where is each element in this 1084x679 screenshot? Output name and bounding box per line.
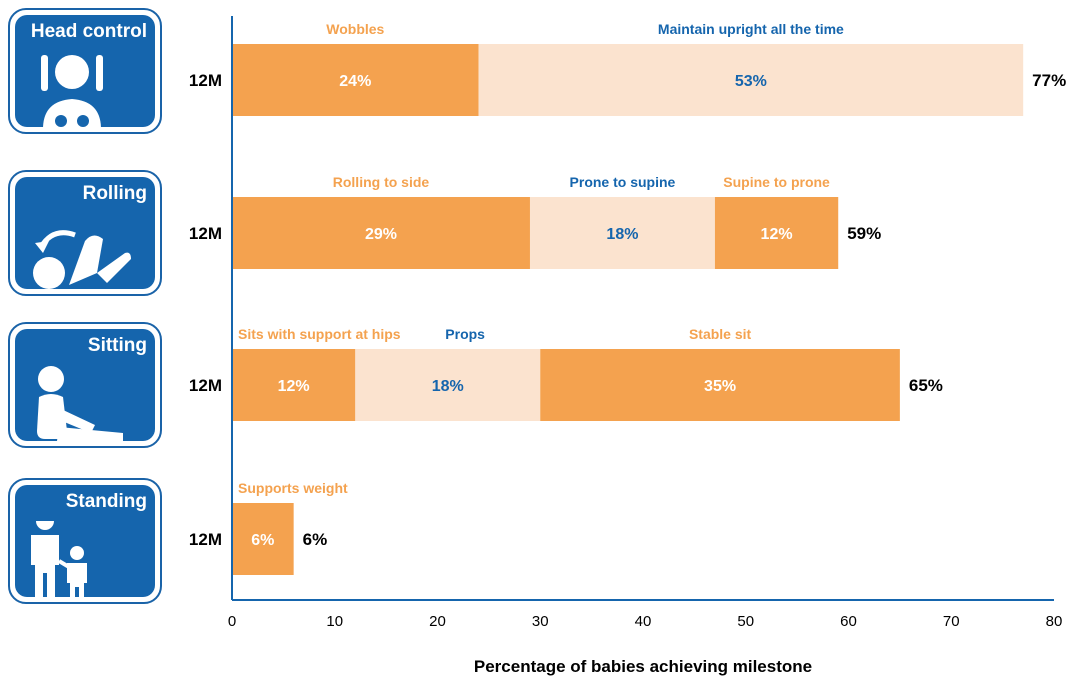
bar-segment: [478, 44, 1024, 116]
sitting-baby-icon: [37, 366, 123, 441]
panel-rolling: Rolling: [8, 170, 162, 296]
x-tick-label: 60: [840, 613, 857, 630]
adult-child-standing-icon: [31, 521, 87, 597]
segment-name-label: Maintain upright all the time: [658, 21, 844, 37]
x-axis-title: Percentage of babies achieving milestone: [474, 657, 812, 676]
x-tick-label: 20: [429, 613, 446, 630]
segment-name-label: Stable sit: [689, 326, 752, 342]
bar-segment: [355, 349, 541, 421]
total-label: 65%: [909, 376, 943, 395]
segment-value-label: 12%: [278, 378, 310, 395]
age-category-label: 12M: [189, 376, 222, 395]
x-tick-label: 30: [532, 613, 549, 630]
segment-name-label: Prone to supine: [570, 174, 676, 190]
age-category-label: 12M: [189, 71, 222, 90]
x-axis-ticks: 0 10 20 30 40 50 60 70 80: [228, 613, 1063, 630]
segment-value-label: 35%: [704, 378, 736, 395]
age-category-label: 12M: [189, 530, 222, 549]
segment-value-label: 29%: [365, 226, 397, 243]
panel-standing: Standing: [8, 478, 162, 604]
bar-segment: [714, 197, 839, 269]
bar-segment: [540, 349, 900, 421]
bars-layer: [232, 44, 1024, 575]
panel-title-head-control: Head control: [30, 21, 147, 42]
segment-value-label: 12%: [761, 226, 793, 243]
x-tick-label: 10: [326, 613, 343, 630]
infant-head-control-icon: [41, 55, 103, 127]
panel-sitting: Sitting: [8, 322, 162, 448]
x-tick-label: 50: [737, 613, 754, 630]
segment-name-label: Supine to prone: [723, 174, 830, 190]
bar-segment: [232, 44, 479, 116]
x-tick-label: 40: [635, 613, 652, 630]
panel-title-sitting: Sitting: [87, 335, 147, 356]
total-label: 77%: [1032, 71, 1066, 90]
segment-value-label: 53%: [735, 73, 767, 90]
total-label: 59%: [847, 224, 881, 243]
x-tick-label: 70: [943, 613, 960, 630]
segment-name-label: Wobbles: [326, 21, 384, 37]
segment-value-label: 6%: [251, 532, 274, 549]
x-tick-label: 80: [1046, 613, 1063, 630]
labels-layer: 24% Wobbles 53% Maintain upright all the ti…: [189, 21, 1066, 549]
bar-segment: [232, 197, 530, 269]
panel-title-standing: Standing: [65, 491, 147, 512]
rolling-baby-icon: [33, 230, 131, 289]
panel-title-rolling: Rolling: [82, 183, 147, 204]
segment-name-label: Sits with support at hips: [238, 326, 401, 342]
total-label: 6%: [303, 530, 328, 549]
segment-name-label: Props: [445, 326, 485, 342]
age-category-label: 12M: [189, 224, 222, 243]
bar-segment: [232, 503, 294, 575]
segment-value-label: 18%: [432, 378, 464, 395]
segment-name-label: Supports weight: [238, 480, 348, 496]
bar-segment: [529, 197, 715, 269]
segment-name-label: Rolling to side: [333, 174, 430, 190]
segment-value-label: 24%: [339, 73, 371, 90]
segment-value-label: 18%: [606, 226, 638, 243]
x-tick-label: 0: [228, 613, 236, 630]
panel-head-control: Head control: [8, 8, 162, 134]
bar-segment: [232, 349, 356, 421]
